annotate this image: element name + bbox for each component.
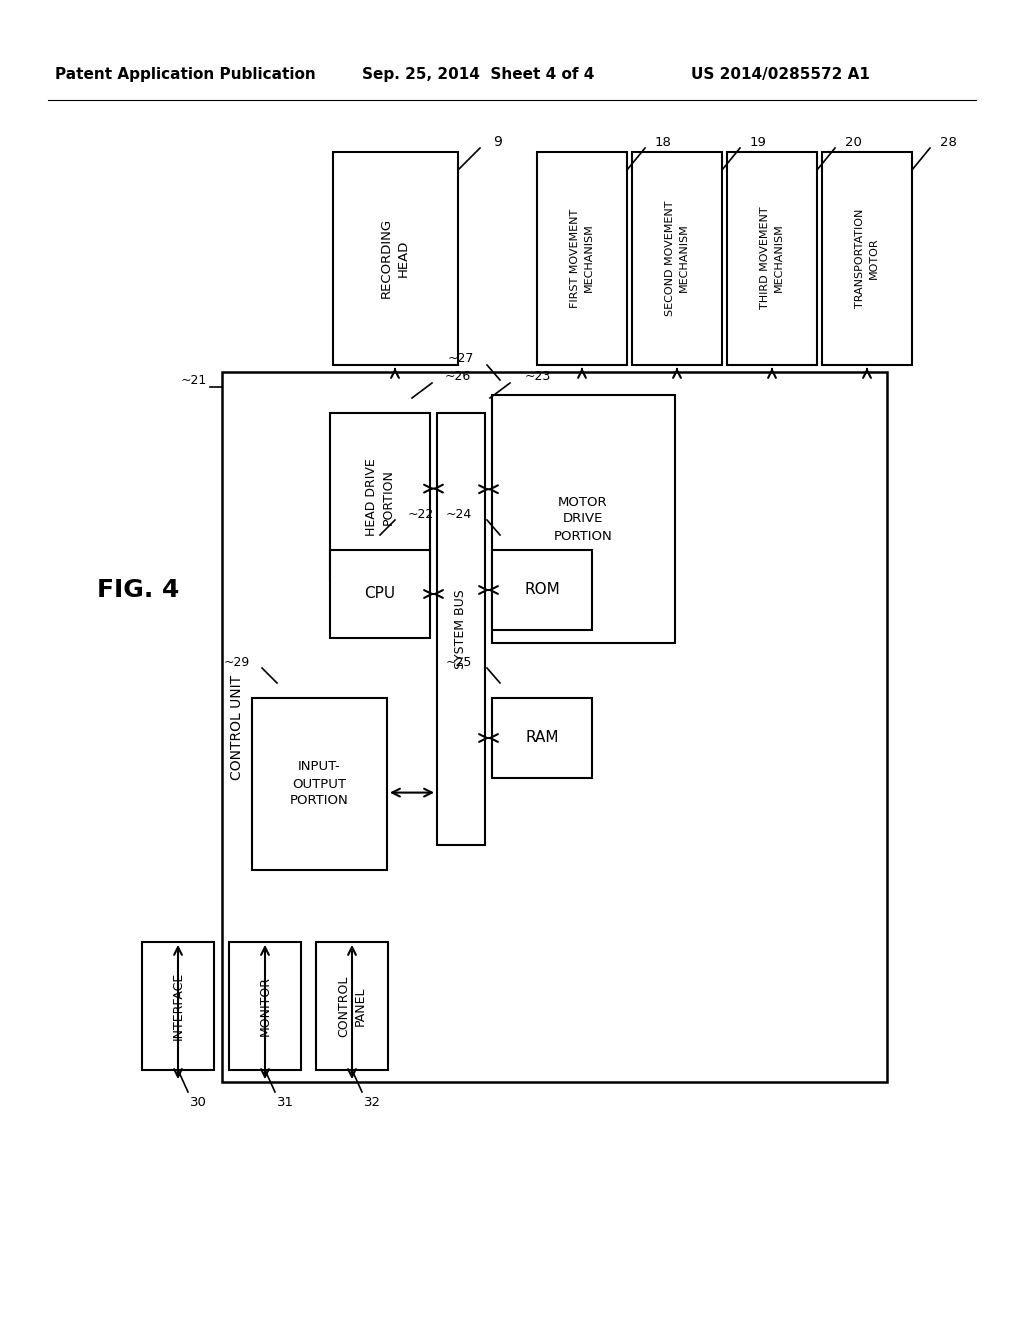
Text: 20: 20 bbox=[845, 136, 862, 149]
Text: INPUT-
OUTPUT
PORTION: INPUT- OUTPUT PORTION bbox=[290, 760, 348, 808]
Text: ~27: ~27 bbox=[447, 352, 474, 366]
Text: INTERFACE: INTERFACE bbox=[171, 972, 184, 1040]
Text: TRANSPORTATION
MOTOR: TRANSPORTATION MOTOR bbox=[855, 209, 879, 308]
Text: MOTOR
DRIVE
PORTION: MOTOR DRIVE PORTION bbox=[554, 495, 612, 543]
Text: 9: 9 bbox=[493, 135, 502, 149]
Bar bbox=[330, 550, 430, 638]
Text: ~26: ~26 bbox=[445, 371, 471, 384]
Text: ~23: ~23 bbox=[525, 371, 551, 384]
Bar bbox=[537, 152, 627, 366]
Bar bbox=[727, 152, 817, 366]
Text: CONTROL UNIT: CONTROL UNIT bbox=[230, 675, 244, 780]
Bar bbox=[822, 152, 912, 366]
Text: US 2014/0285572 A1: US 2014/0285572 A1 bbox=[690, 67, 869, 82]
Bar bbox=[142, 942, 214, 1071]
Text: RAM: RAM bbox=[525, 730, 559, 746]
Text: 30: 30 bbox=[190, 1096, 207, 1109]
Text: 18: 18 bbox=[655, 136, 672, 149]
Bar bbox=[330, 413, 430, 581]
Text: THIRD MOVEMENT
MECHANISM: THIRD MOVEMENT MECHANISM bbox=[761, 207, 783, 309]
Bar bbox=[492, 550, 592, 630]
Bar bbox=[632, 152, 722, 366]
Bar bbox=[437, 413, 485, 845]
Text: SYSTEM BUS: SYSTEM BUS bbox=[455, 589, 468, 669]
Text: 28: 28 bbox=[940, 136, 956, 149]
Bar bbox=[492, 395, 675, 643]
Text: 19: 19 bbox=[750, 136, 767, 149]
Bar bbox=[333, 152, 458, 366]
Text: HEAD DRIVE
PORTION: HEAD DRIVE PORTION bbox=[365, 458, 395, 536]
Text: 32: 32 bbox=[364, 1096, 381, 1109]
Text: ROM: ROM bbox=[524, 582, 560, 598]
Bar bbox=[316, 942, 388, 1071]
Text: Patent Application Publication: Patent Application Publication bbox=[54, 67, 315, 82]
Text: 31: 31 bbox=[278, 1096, 294, 1109]
Bar bbox=[252, 698, 387, 870]
Text: MONITOR: MONITOR bbox=[258, 975, 271, 1036]
Text: RECORDING
HEAD: RECORDING HEAD bbox=[380, 218, 410, 298]
Text: ~22: ~22 bbox=[408, 507, 434, 520]
Text: CPU: CPU bbox=[365, 586, 395, 602]
Bar bbox=[229, 942, 301, 1071]
Text: ~29: ~29 bbox=[224, 656, 250, 668]
Bar bbox=[492, 698, 592, 777]
Text: CONTROL
PANEL: CONTROL PANEL bbox=[337, 975, 367, 1036]
Text: Sep. 25, 2014  Sheet 4 of 4: Sep. 25, 2014 Sheet 4 of 4 bbox=[361, 67, 594, 82]
Text: FIRST MOVEMENT
MECHANISM: FIRST MOVEMENT MECHANISM bbox=[570, 209, 594, 308]
Text: ~24: ~24 bbox=[445, 507, 472, 520]
Text: ~21: ~21 bbox=[181, 374, 207, 387]
Text: SECOND MOVEMENT
MECHANISM: SECOND MOVEMENT MECHANISM bbox=[666, 201, 688, 315]
Text: FIG. 4: FIG. 4 bbox=[97, 578, 179, 602]
Bar bbox=[222, 372, 887, 1082]
Text: ~25: ~25 bbox=[445, 656, 472, 668]
